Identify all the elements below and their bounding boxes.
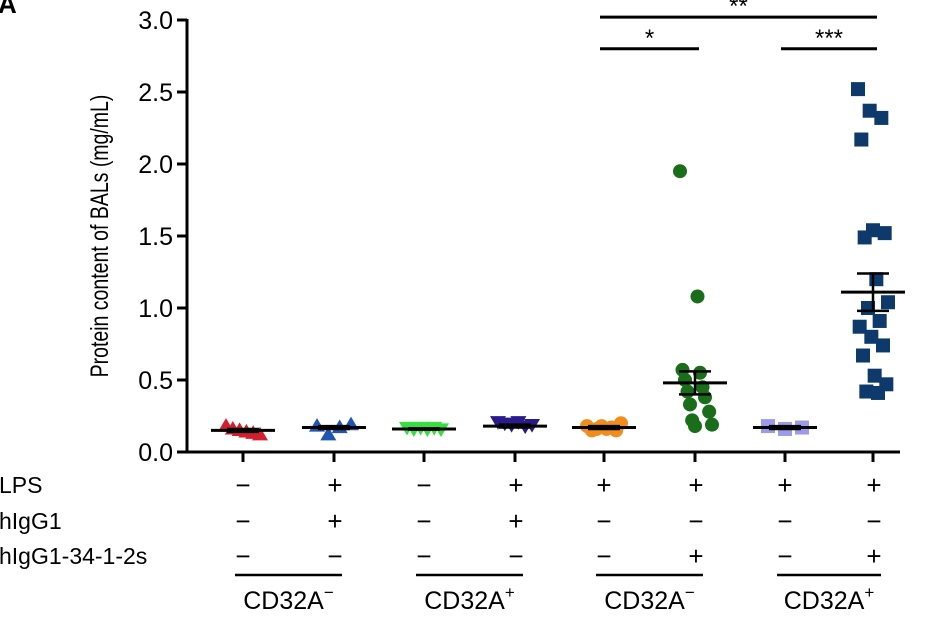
data-point	[857, 230, 872, 245]
condition-value: +	[866, 470, 881, 500]
data-point	[852, 319, 867, 334]
condition-value: −	[416, 470, 431, 500]
condition-value: +	[508, 506, 523, 536]
condition-value: +	[508, 470, 523, 500]
data-point	[872, 313, 887, 328]
data-point	[673, 164, 687, 179]
data-point	[252, 426, 268, 441]
data-point	[690, 289, 705, 304]
genotype-name: CD32A	[243, 587, 324, 615]
y-tick-label: 3.0	[138, 7, 173, 35]
panel-label: A	[0, 0, 17, 19]
condition-value: −	[777, 506, 792, 536]
genotype-label: CD32A−	[243, 583, 334, 615]
data-point	[680, 384, 695, 399]
y-axis-label: Protein content of BALs (mg/mL)	[86, 95, 114, 378]
y-tick-label: 0.5	[138, 367, 173, 395]
genotype-sign: +	[864, 583, 874, 602]
condition-value: +	[327, 470, 342, 500]
data-point	[851, 82, 865, 97]
genotype-labels: CD32A− CD32A+ CD32A− CD32A+	[235, 573, 881, 615]
data-point	[510, 416, 527, 430]
condition-value: −	[235, 506, 250, 536]
data-point	[320, 426, 337, 441]
data-point	[688, 419, 702, 434]
condition-value: +	[596, 470, 611, 500]
genotype-name: CD32A	[784, 587, 865, 615]
genotype-sign: −	[324, 583, 334, 602]
data-point	[698, 390, 712, 405]
condition-value: −	[508, 541, 523, 571]
condition-value: −	[235, 541, 250, 571]
y-axis: 0.0 0.5 1.0 1.5 2.0 2.5 3.0	[138, 7, 900, 467]
significance-label: **	[729, 0, 748, 20]
condition-value: +	[777, 470, 792, 500]
data-point	[854, 132, 869, 147]
data-point	[693, 365, 707, 380]
condition-value: +	[327, 506, 342, 536]
data-point	[856, 348, 870, 363]
data-point	[859, 384, 874, 399]
condition-value: +	[866, 541, 881, 571]
condition-row-label: hIgG1-34-1-2s	[0, 543, 147, 569]
genotype-label: CD32A+	[784, 583, 875, 615]
significance-label: *	[645, 25, 654, 52]
condition-value: −	[777, 541, 792, 571]
significance-brackets: * *****	[600, 0, 877, 52]
data-point	[871, 385, 885, 400]
data-point	[881, 295, 895, 310]
condition-value: +	[688, 470, 703, 500]
y-tick-label: 2.0	[138, 151, 173, 179]
data-point	[702, 404, 717, 419]
data-point	[874, 110, 889, 125]
condition-value: −	[235, 470, 250, 500]
genotype-label: CD32A+	[424, 583, 515, 615]
data-point	[678, 373, 692, 387]
condition-row-label: hIgG1	[0, 508, 62, 534]
data-point	[683, 397, 697, 412]
data-point	[876, 338, 890, 353]
y-tick-label: 0.0	[138, 439, 173, 467]
condition-row-label: LPS	[0, 472, 42, 498]
data-point	[877, 226, 892, 241]
mean-sem-bars	[211, 272, 905, 434]
condition-value: −	[327, 541, 342, 571]
genotype-name: CD32A	[424, 587, 505, 615]
genotype-name: CD32A	[604, 587, 685, 615]
data-point	[705, 417, 719, 432]
significance-label: ***	[815, 25, 843, 52]
data-points	[218, 82, 895, 441]
genotype-sign: −	[685, 583, 695, 602]
condition-value: −	[416, 541, 431, 571]
genotype-label: CD32A−	[604, 583, 695, 615]
condition-value: −	[416, 506, 431, 536]
condition-value: −	[866, 506, 881, 536]
genotype-sign: +	[505, 583, 515, 602]
data-point	[862, 103, 877, 118]
condition-table: LPS − + − + + + + + hIgG1 − + − + − − − − hIgG1-34-1-2s − − −…	[0, 470, 882, 571]
condition-value: −	[688, 506, 703, 536]
condition-value: −	[596, 506, 611, 536]
condition-value: −	[596, 541, 611, 571]
y-tick-label: 1.5	[138, 223, 173, 251]
data-point	[867, 368, 882, 383]
condition-value: +	[688, 541, 703, 571]
y-tick-label: 2.5	[138, 79, 173, 107]
y-tick-label: 1.0	[138, 295, 173, 323]
data-point	[864, 329, 879, 344]
